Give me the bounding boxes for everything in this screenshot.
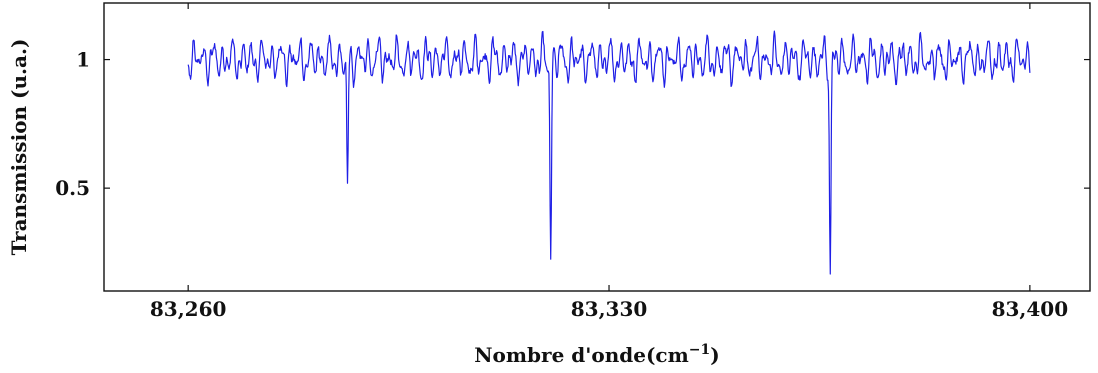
- x-tick-label: 83,330: [571, 297, 648, 321]
- x-tick-label: 83,260: [150, 297, 227, 321]
- y-tick-label: 0.5: [55, 176, 90, 200]
- axis-ticks: 83,260 83,330 83,400 0.5 1: [55, 3, 1090, 321]
- plot-frame: [103, 2, 1091, 292]
- y-axis-title: Transmission (u.a.): [7, 39, 31, 256]
- x-tick-label: 83,400: [992, 297, 1069, 321]
- y-tick-label: 1: [76, 48, 90, 72]
- x-axis-title: Nombre d'onde(cm−1): [474, 342, 719, 367]
- series-line-transmission: [187, 30, 1031, 275]
